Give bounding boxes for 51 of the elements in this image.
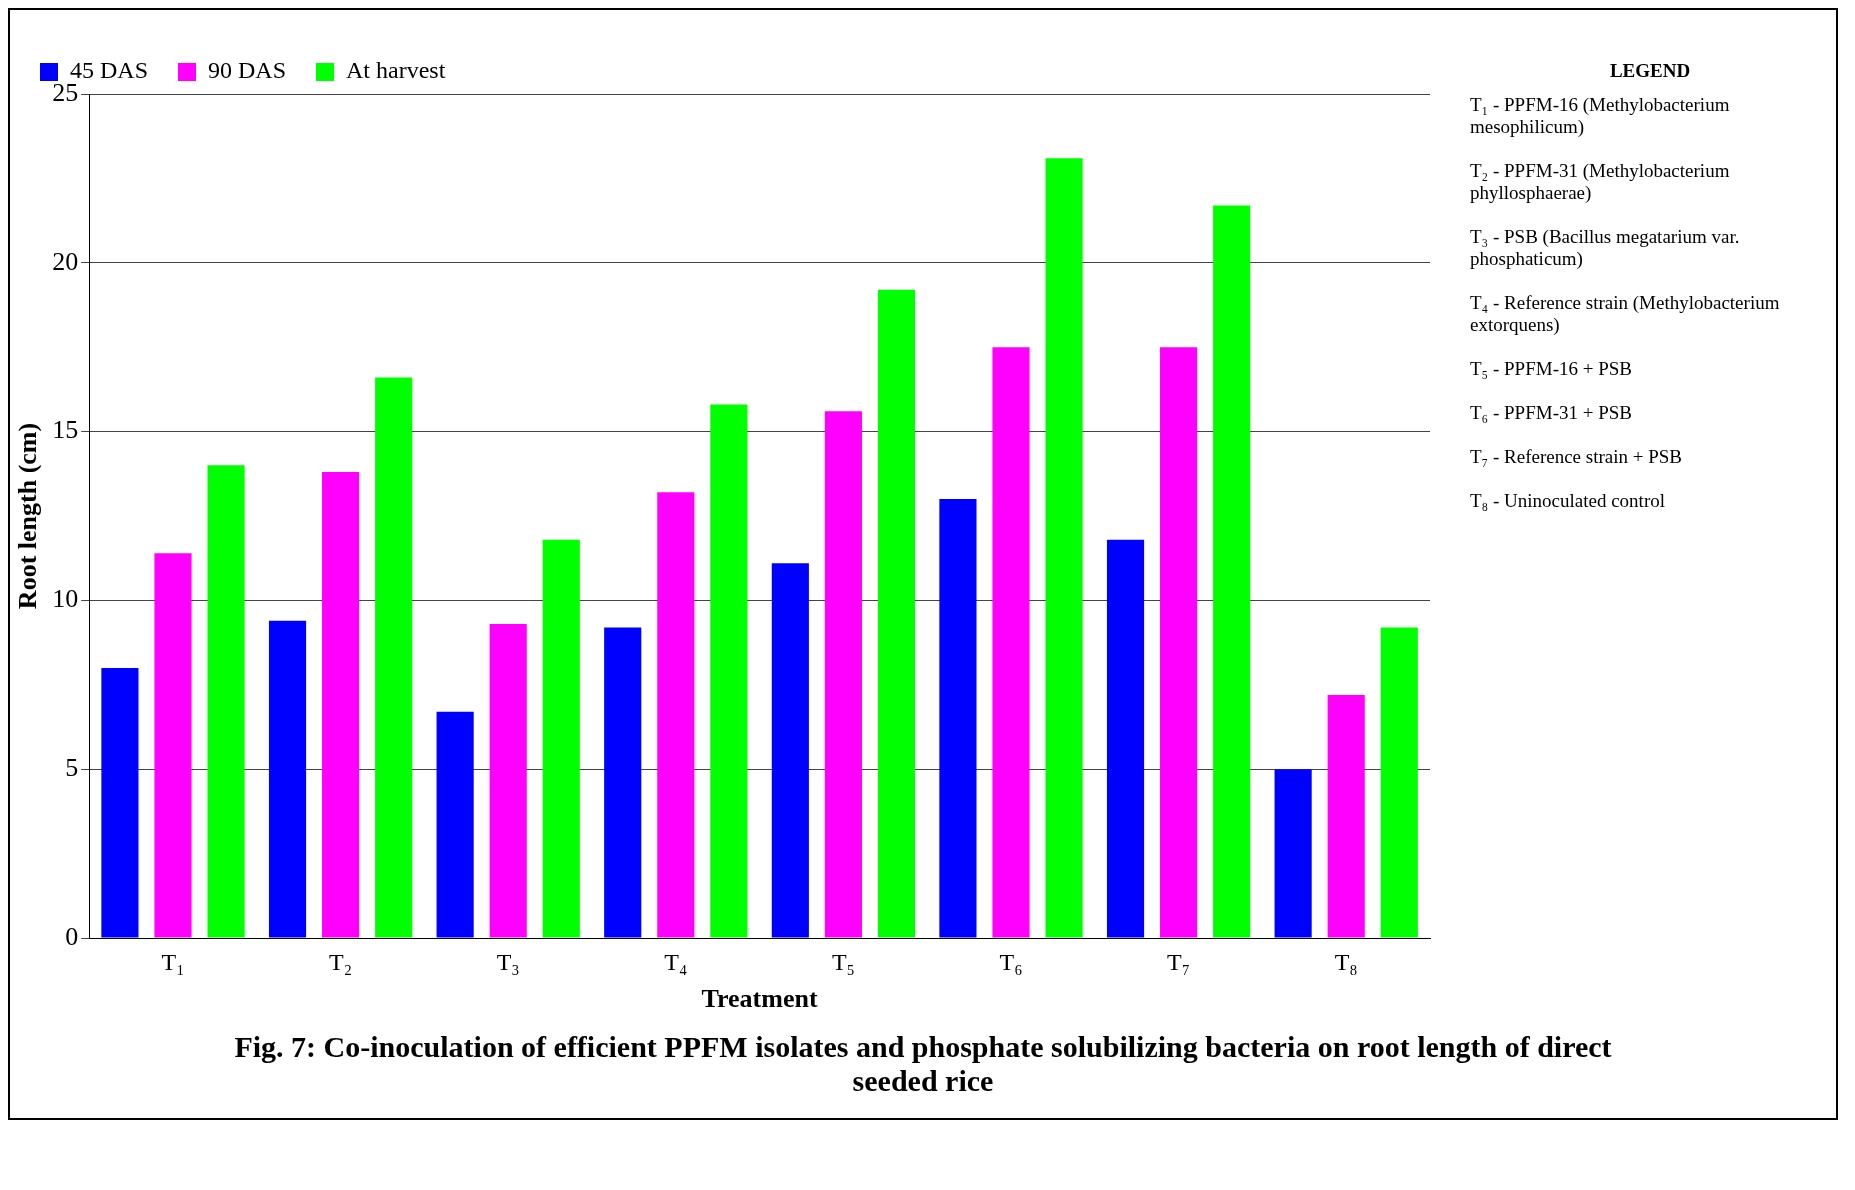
- x-tick-label: T₇: [1167, 948, 1191, 975]
- bar: [1045, 158, 1083, 938]
- x-tick-label: T₈: [1334, 948, 1358, 975]
- y-tick-label: 10: [52, 584, 79, 614]
- x-tick-label: T₁: [161, 948, 185, 975]
- text: Fig. 7: Co-inoculation of efficient PPFM isolates and phosphate solubilizing bacteria on root length of direct seeded rice: [233, 1029, 1613, 1099]
- x-axis-title: Treatment: [701, 984, 818, 1014]
- text: T₂ - PPFM-31 (Methylobacterium phyllosphaerae): [1470, 160, 1731, 204]
- bar: [877, 289, 916, 938]
- legend-label: 90 DAS: [208, 57, 287, 84]
- y-tick-label: 15: [52, 415, 79, 445]
- text: T₇ - Reference strain + PSB: [1470, 446, 1684, 468]
- bar: [710, 404, 748, 938]
- bar: [375, 377, 413, 938]
- bar: [489, 624, 527, 938]
- text: T₈ - Uninoculated control: [1470, 490, 1666, 512]
- bar: [322, 472, 360, 938]
- text: LEGEND: [1608, 60, 1692, 82]
- bar: [1274, 769, 1312, 938]
- y-axis-title: Root length (cm): [13, 422, 43, 610]
- bar: [657, 492, 695, 938]
- bar: [939, 499, 977, 938]
- bar: [268, 620, 307, 938]
- x-tick-label: T₂: [329, 948, 353, 975]
- bar: [542, 539, 580, 938]
- bar: [824, 411, 862, 938]
- text: T₁ - PPFM-16 (Methylobacterium mesophilicum): [1470, 94, 1731, 138]
- text: T₃ - PSB (Bacillus megatarium var. phosphaticum): [1470, 226, 1741, 270]
- bar: [154, 553, 192, 938]
- bar: [1213, 205, 1251, 938]
- text: T₅ - PPFM-16 + PSB: [1470, 358, 1633, 380]
- x-tick-label: T₄: [664, 948, 688, 975]
- x-tick-label: T₅: [831, 948, 855, 975]
- y-tick-label: 20: [52, 246, 79, 276]
- x-tick-label: T₆: [999, 948, 1023, 975]
- bar: [1106, 539, 1145, 938]
- bar: [604, 627, 642, 938]
- text: T₄ - Reference strain (Methylobacterium extorquens): [1470, 292, 1781, 336]
- bar: [992, 347, 1030, 938]
- bar: [771, 563, 809, 938]
- legend-label: At harvest: [346, 57, 446, 84]
- bar: [207, 465, 245, 938]
- text: T₆ - PPFM-31 + PSB: [1470, 402, 1633, 424]
- bar: [1160, 347, 1198, 938]
- bar: [101, 667, 139, 938]
- bar: [436, 711, 474, 938]
- x-tick-label: T₃: [496, 948, 520, 975]
- y-tick-label: 0: [65, 921, 79, 951]
- bar: [1327, 694, 1365, 938]
- y-tick-label: 5: [65, 753, 79, 783]
- bar: [1380, 627, 1418, 938]
